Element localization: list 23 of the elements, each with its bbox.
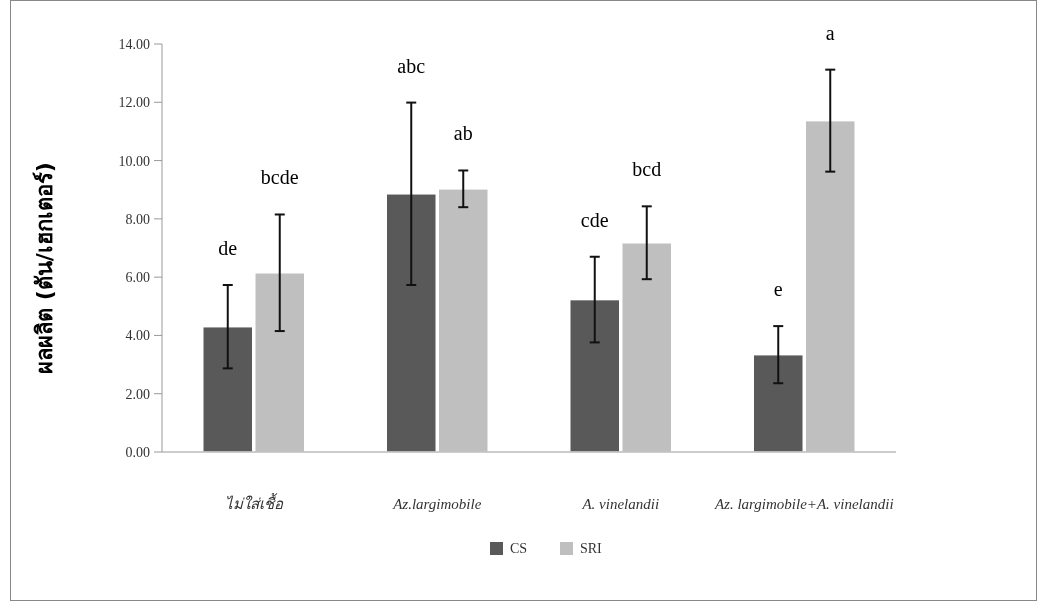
y-tick-label: 10.00: [118, 153, 150, 169]
annotation: cde: [580, 208, 609, 231]
y-tick-label: 4.00: [125, 328, 150, 344]
annotation: e: [773, 278, 783, 301]
text: a: [825, 21, 835, 44]
y-tick-label: 2.00: [125, 386, 150, 402]
x-tick-label: Az. largimobile+A. vinelandii: [713, 496, 894, 512]
y-tick-label: 14.00: [118, 37, 150, 52]
x-tick-label: ไม่ใส่เชื้อ: [224, 493, 284, 512]
y-tick-label: 0.00: [125, 445, 150, 460]
legend-label: SRI: [580, 541, 603, 556]
y-tick-label: 6.00: [125, 270, 150, 286]
y-axis-title: ผลผลิต (ตัน/เฮกเตอร์): [32, 162, 57, 374]
annotation: ab: [453, 122, 473, 145]
x-tick-label: Az.largimobile: [392, 496, 482, 512]
legend-label: CS: [510, 541, 528, 556]
annotation: bcde: [260, 166, 299, 189]
y-tick-label: 12.00: [118, 95, 150, 111]
x-tick-label: A. vinelandii: [581, 496, 660, 512]
annotation: bcd: [632, 158, 662, 181]
annotation: abc: [397, 54, 426, 77]
y-tick-label: 8.00: [125, 211, 150, 227]
annotation: de: [218, 237, 238, 260]
